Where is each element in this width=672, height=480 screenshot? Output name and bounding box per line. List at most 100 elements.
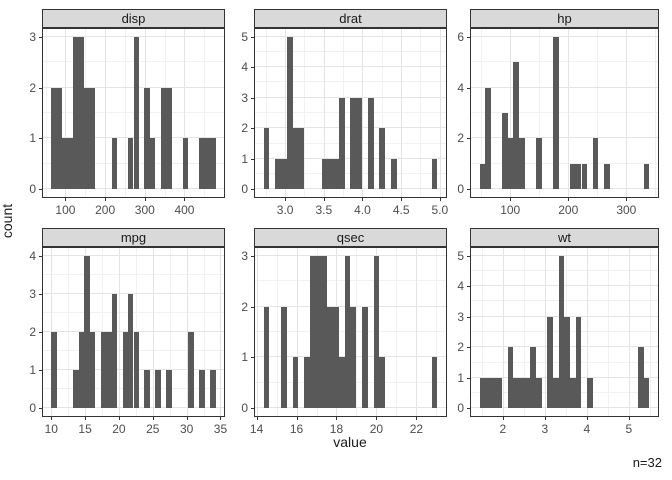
y-major-gridline (255, 305, 446, 307)
histogram-bar (56, 87, 63, 190)
y-tick-label: 0 (457, 182, 464, 197)
x-tick-mark (51, 417, 53, 420)
facet-panel-wt (470, 247, 659, 417)
facet-strip-disp: disp (42, 9, 225, 28)
facet-panel-qsec (254, 247, 447, 417)
facet-strip-label: mpg (120, 230, 147, 245)
histogram-bar (166, 87, 172, 190)
x-major-gridline (296, 248, 298, 416)
y-tick-label: 0 (29, 401, 36, 416)
y-tick-label: 6 (457, 29, 464, 44)
histogram-bar (327, 306, 334, 409)
y-tick-mark (39, 408, 42, 410)
y-tick-label: 1 (29, 363, 36, 378)
histogram-bar (67, 138, 74, 190)
x-tick-label: 5 (625, 422, 633, 436)
histogram-bar (51, 87, 57, 190)
x-major-gridline (152, 248, 154, 416)
histogram-bar (62, 138, 68, 190)
y-tick-label: 4 (457, 279, 464, 294)
histogram-bar (292, 128, 299, 190)
facet-strip-mpg: mpg (42, 228, 225, 247)
facet-strip-label: wt (558, 230, 571, 245)
histogram-bar (84, 255, 90, 409)
x-tick-label: 400 (174, 203, 195, 217)
x-major-gridline (510, 29, 512, 197)
x-tick-label: 100 (55, 203, 76, 217)
x-major-gridline (568, 29, 570, 197)
y-tick-label: 1 (29, 131, 36, 146)
histogram-bar (210, 370, 216, 409)
histogram-bar (587, 377, 593, 409)
histogram-bar (292, 357, 299, 409)
histogram-bar (84, 87, 90, 190)
y-tick-label: 0 (241, 401, 248, 416)
y-major-gridline (255, 35, 446, 37)
x-major-gridline (626, 29, 628, 197)
x-minor-gridline (481, 248, 483, 416)
histogram-bar (356, 97, 363, 190)
y-tick-label: 2 (457, 131, 464, 146)
y-tick-mark (39, 189, 42, 191)
x-axis-title: value (333, 434, 367, 450)
x-minor-gridline (45, 29, 47, 197)
histogram-bar (479, 163, 486, 190)
y-minor-gridline (471, 269, 658, 271)
x-tick-mark (544, 417, 546, 420)
x-major-gridline (186, 248, 188, 416)
x-tick-mark (416, 417, 418, 420)
y-tick-mark (467, 189, 470, 191)
x-tick-label: 100 (500, 203, 521, 217)
histogram-bar (379, 128, 386, 190)
y-tick-mark (39, 87, 42, 89)
y-major-gridline (471, 137, 658, 139)
x-major-gridline (401, 29, 403, 197)
x-major-gridline (323, 29, 325, 197)
x-tick-mark (628, 417, 630, 420)
histogram-bar (210, 138, 216, 190)
histogram-bar (298, 128, 305, 190)
x-minor-gridline (607, 248, 609, 416)
x-tick-mark (152, 417, 154, 420)
histogram-bar (204, 138, 211, 190)
x-major-gridline (65, 29, 67, 197)
histogram-bar (373, 255, 380, 409)
y-tick-mark (467, 408, 470, 410)
histogram-bar (155, 370, 161, 409)
histogram-bar (166, 370, 172, 409)
x-tick-mark (510, 198, 512, 201)
histogram-bar (513, 62, 520, 190)
x-major-gridline (51, 248, 53, 416)
x-tick-mark (105, 198, 107, 201)
x-major-gridline (502, 248, 504, 416)
histogram-bar (519, 377, 525, 409)
histogram-bar (390, 158, 397, 190)
y-minor-gridline (471, 162, 658, 164)
y-minor-gridline (471, 61, 658, 63)
histogram-bar (182, 138, 189, 190)
y-major-gridline (471, 35, 658, 37)
histogram-bar (338, 97, 345, 190)
y-tick-label: 3 (241, 248, 248, 263)
x-tick-label: 18 (329, 422, 344, 436)
y-tick-mark (39, 255, 42, 257)
y-tick-label: 3 (29, 29, 36, 44)
histogram-bar (362, 306, 368, 409)
histogram-bar (160, 87, 167, 190)
y-minor-gridline (471, 112, 658, 113)
x-tick-label: 30 (179, 422, 194, 436)
x-tick-label: 3.5 (315, 203, 333, 217)
y-tick-mark (251, 67, 254, 69)
y-tick-mark (251, 128, 254, 130)
y-tick-label: 1 (457, 370, 464, 385)
histogram-bar (379, 357, 386, 409)
x-major-gridline (184, 29, 186, 197)
x-tick-label: 5.0 (431, 203, 449, 217)
y-major-gridline (255, 96, 446, 98)
histogram-bar (553, 36, 559, 190)
histogram-bar (338, 357, 345, 409)
y-tick-label: 3 (29, 286, 36, 301)
y-tick-label: 5 (457, 248, 464, 263)
histogram-bar (51, 332, 57, 409)
